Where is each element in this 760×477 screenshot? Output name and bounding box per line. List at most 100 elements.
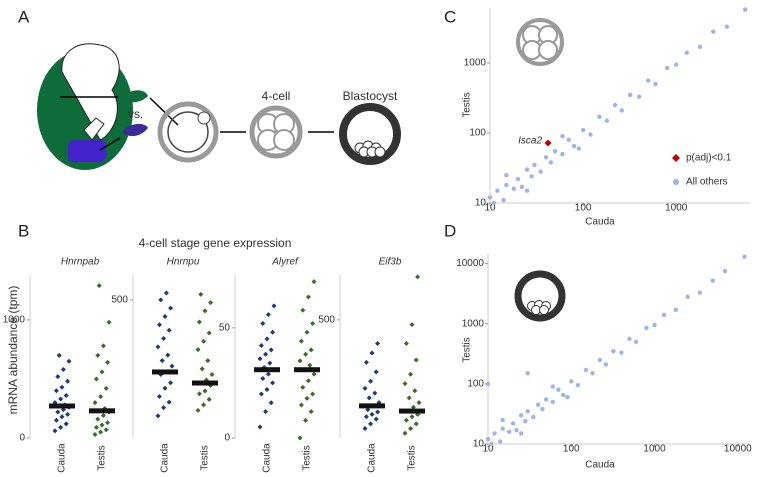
dot — [105, 359, 111, 365]
point — [524, 188, 530, 193]
point — [525, 371, 530, 376]
dot — [413, 357, 419, 363]
point — [497, 439, 503, 444]
point — [633, 339, 639, 345]
point — [697, 44, 703, 50]
point — [560, 151, 565, 157]
dot — [208, 300, 214, 306]
dot — [375, 341, 381, 347]
epididymis-shape — [61, 43, 120, 141]
dot — [65, 378, 71, 384]
chart-title: Hnrnpu — [167, 257, 200, 268]
y-tick-label: 100 — [467, 379, 484, 390]
point — [552, 148, 558, 154]
dot — [198, 291, 204, 297]
dot — [58, 396, 64, 402]
point — [619, 350, 624, 355]
point — [544, 397, 549, 402]
chart-title: Eif3b — [379, 257, 402, 268]
point — [742, 7, 748, 12]
point — [507, 429, 512, 434]
y-tick-label: 0 — [19, 433, 25, 444]
point — [566, 137, 571, 142]
dot — [270, 329, 276, 335]
dot — [369, 350, 375, 356]
dot — [375, 409, 381, 415]
dot — [365, 407, 371, 413]
dot — [372, 390, 378, 396]
dot — [416, 400, 422, 406]
point — [673, 307, 679, 313]
point — [580, 127, 586, 133]
point — [524, 167, 530, 172]
dot — [304, 395, 310, 401]
dot — [59, 384, 65, 390]
x-axis-label: Cauda — [585, 217, 615, 228]
point — [627, 92, 633, 98]
vesicle — [122, 123, 148, 137]
point — [724, 24, 730, 29]
dot — [98, 429, 104, 435]
dot — [98, 394, 104, 400]
point — [511, 186, 516, 191]
x-axis-label: Cauda — [585, 460, 615, 471]
dot — [298, 338, 304, 344]
x-tick-label: 100 — [575, 203, 592, 214]
dot — [303, 417, 309, 423]
x-tick-label: Cauda — [367, 443, 378, 473]
point — [604, 118, 610, 123]
dot — [161, 336, 167, 342]
blastocyst — [339, 103, 401, 165]
dot — [308, 347, 314, 353]
point — [543, 155, 549, 160]
dot — [99, 369, 105, 375]
point — [489, 441, 494, 447]
dot — [206, 330, 212, 336]
point — [627, 336, 632, 342]
dot — [103, 427, 109, 433]
x-tick-label: 1000 — [643, 444, 666, 455]
dot — [158, 297, 164, 303]
dot — [201, 338, 207, 344]
point — [540, 406, 545, 412]
dot — [163, 290, 169, 296]
dot — [268, 400, 274, 406]
point — [583, 367, 589, 373]
dot — [409, 322, 415, 328]
dot — [205, 358, 211, 364]
dot — [161, 405, 167, 411]
dot — [162, 313, 168, 319]
y-tick-label: 1000 — [3, 315, 26, 326]
point — [485, 381, 491, 387]
dot — [258, 391, 264, 397]
dot — [202, 388, 208, 394]
x-tick-label: Testis — [302, 445, 313, 471]
legend-marker — [673, 179, 679, 185]
dot — [63, 421, 69, 427]
dot — [196, 319, 202, 325]
point — [597, 114, 602, 120]
diagram: vs. 4-cell Blastocyst — [37, 43, 401, 170]
point — [500, 417, 505, 423]
point — [612, 102, 618, 108]
dot — [403, 417, 409, 423]
median-bar — [152, 369, 178, 375]
dot — [413, 421, 419, 427]
point — [603, 362, 609, 367]
point — [515, 176, 521, 182]
dot — [373, 369, 379, 375]
dot — [264, 387, 270, 393]
point — [597, 357, 602, 363]
dot — [297, 435, 303, 441]
median-bar — [254, 367, 280, 373]
diagram-label: 4-cell — [262, 89, 291, 103]
dot — [406, 395, 412, 401]
panel-label: A — [18, 7, 30, 26]
embryo-icon — [516, 18, 564, 66]
dot — [53, 388, 59, 394]
dot — [66, 358, 72, 364]
dot — [310, 320, 316, 326]
dot — [52, 428, 58, 434]
dot — [166, 399, 172, 405]
point — [645, 78, 651, 83]
